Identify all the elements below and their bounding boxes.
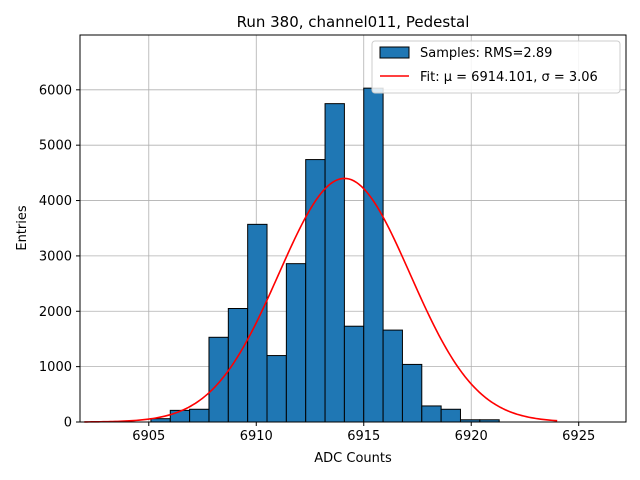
histogram-bar [305,159,326,423]
x-axis-label: ADC Counts [314,451,392,466]
legend-samples-patch [379,46,410,59]
x-axis-ticks: 6905 6910 6915 6920 6925 [132,422,595,444]
fit-curve [84,177,558,423]
plot-frame [79,34,627,423]
y-tick-label: 1000 [39,360,72,375]
x-tick-label: 6905 [132,429,165,444]
legend-fit-label: Fit: μ = 6914.101, σ = 3.06 [420,70,598,85]
x-tick-label: 6915 [347,429,380,444]
histogram-bar [363,87,384,423]
histogram-bar [324,103,345,423]
histogram-bar [382,329,403,423]
x-tick-label: 6925 [562,429,595,444]
y-tick-label: 4000 [39,194,72,209]
histogram-bar [285,263,307,423]
y-tick-label: 0 [64,416,72,431]
x-tick-label: 6920 [455,429,488,444]
histogram-bar [343,325,365,423]
histogram-bar [247,223,268,423]
histogram-bars [150,87,500,423]
histogram-bar [266,355,287,423]
legend: Samples: RMS=2.89 Fit: μ = 6914.101, σ =… [371,40,621,94]
x-tick-label: 6910 [240,429,273,444]
y-tick-label: 2000 [39,305,72,320]
histogram-bar [401,363,423,423]
histogram-bar [421,405,442,423]
legend-samples-label: Samples: RMS=2.89 [420,46,552,61]
histogram-bar [189,408,210,423]
y-tick-label: 6000 [39,83,72,98]
chart-title: Run 380, channel011, Pedestal [237,13,470,31]
histogram-bar [440,408,461,423]
y-tick-label: 5000 [39,139,72,154]
legend-box [371,40,621,94]
y-axis-label: Entries [15,205,30,251]
histogram-bar [208,336,229,423]
y-tick-label: 3000 [39,249,72,264]
y-axis-ticks: 0 1000 2000 3000 4000 5000 6000 [39,83,80,431]
